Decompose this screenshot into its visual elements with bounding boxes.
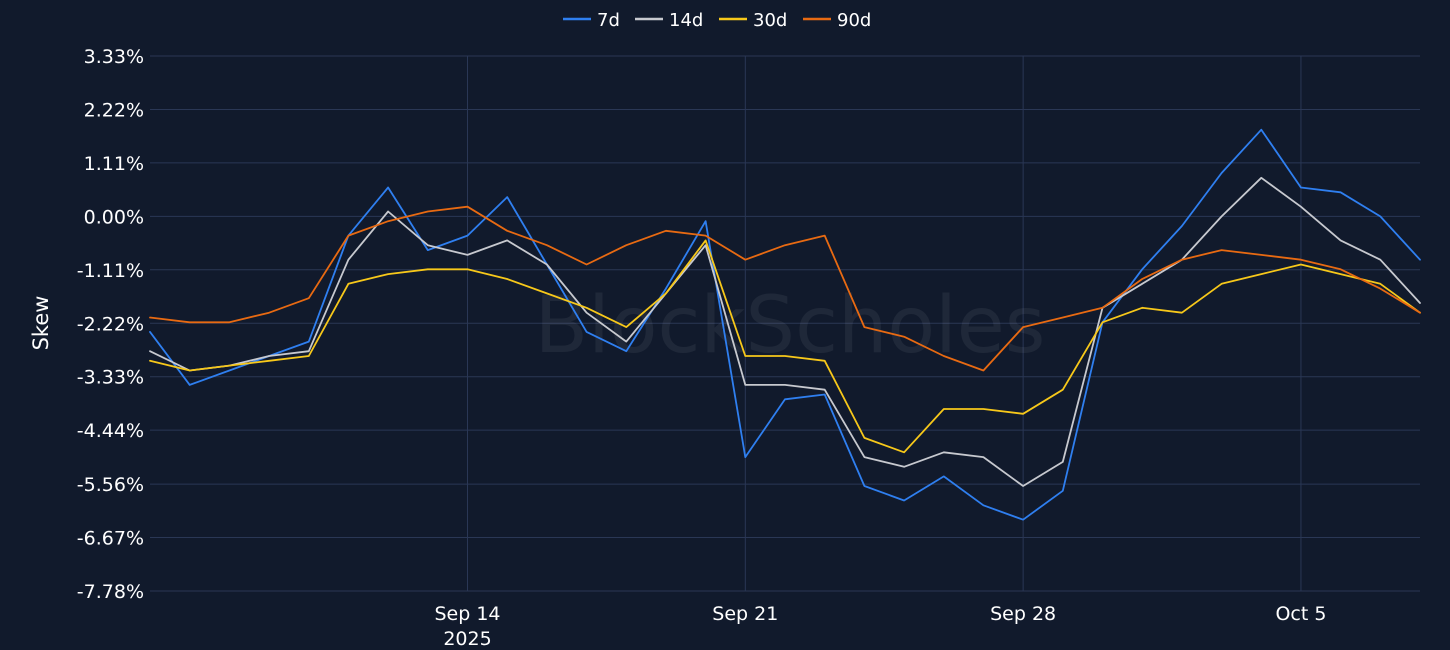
legend-label: 14d: [669, 10, 703, 31]
y-tick-label: 2.22%: [84, 99, 144, 121]
y-tick-label: -6.67%: [77, 528, 144, 550]
y-axis-title: Skew: [29, 296, 53, 351]
y-tick-label: 3.33%: [84, 46, 144, 68]
series-line-7d: [149, 128, 1421, 521]
y-tick-label: -2.22%: [77, 313, 144, 335]
y-tick-label: -1.11%: [77, 260, 144, 282]
series-line-30d: [149, 239, 1421, 454]
y-tick-label: 1.11%: [84, 153, 144, 175]
y-axis-ticks: 3.33% 2.22% 1.11% 0.00% -1.11% -2.22% -3.33% -4…: [77, 46, 144, 603]
y-tick-label: 0.00%: [84, 206, 144, 228]
grid-lines: [150, 55, 1420, 592]
legend-label: 90d: [837, 10, 871, 31]
legend-item-90d[interactable]: 90d: [803, 10, 871, 31]
x-tick-year-label: 2025: [443, 628, 491, 650]
legend[interactable]: 7d 14d 30d 90d: [563, 10, 871, 31]
legend-item-30d[interactable]: 30d: [719, 10, 787, 31]
series-lines: [149, 128, 1421, 521]
y-tick-label: -4.44%: [77, 420, 144, 442]
legend-label: 30d: [753, 10, 787, 31]
x-tick-label: Sep 28: [990, 603, 1056, 625]
y-tick-label: -7.78%: [77, 581, 144, 603]
y-tick-label: -3.33%: [77, 367, 144, 389]
legend-label: 7d: [597, 10, 620, 31]
y-tick-label: -5.56%: [77, 474, 144, 496]
legend-item-7d[interactable]: 7d: [563, 10, 620, 31]
series-line-90d: [149, 205, 1421, 372]
x-tick-label: Oct 5: [1275, 603, 1326, 625]
x-axis-ticks: Sep 14 2025 Sep 21 Sep 28 Oct 5: [434, 603, 1326, 650]
series-line-14d: [149, 176, 1421, 487]
legend-item-14d[interactable]: 14d: [635, 10, 703, 31]
x-tick-label: Sep 21: [712, 603, 778, 625]
x-tick-label: Sep 14: [434, 603, 500, 625]
